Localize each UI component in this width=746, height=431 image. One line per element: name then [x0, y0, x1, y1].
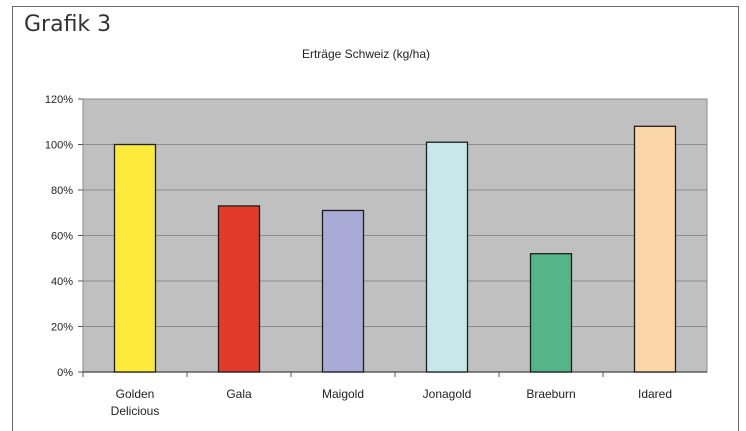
x-tick-label: Idared [638, 387, 672, 401]
y-tick-label: 20% [51, 322, 73, 334]
bar [425, 141, 469, 373]
bar [529, 253, 573, 373]
x-tick-label: Golden [116, 387, 155, 401]
y-tick-label: 100% [45, 140, 73, 152]
x-tick-label: Maigold [322, 387, 364, 401]
x-tick-label: Braeburn [526, 387, 575, 401]
bar [217, 205, 261, 373]
bar [633, 125, 677, 373]
plot-area: 0% 20% 40% 60% 80% 100% 120% Golden Delicious Gal… [45, 94, 708, 418]
figure-label: Grafik 3 [24, 12, 112, 37]
y-tick-label: 0% [57, 367, 73, 379]
bar [113, 143, 157, 373]
chart-title: Erträge Schweiz (kg/ha) [302, 47, 430, 61]
y-tick-label: 40% [51, 276, 73, 288]
x-tick-label: Gala [226, 387, 252, 401]
x-tick-label: Delicious [111, 404, 160, 418]
y-tick-label: 60% [51, 231, 73, 243]
y-tick-label: 80% [51, 185, 73, 197]
y-tick-label: 120% [45, 94, 73, 106]
x-tick-label: Jonagold [423, 387, 472, 401]
bar [321, 209, 365, 373]
